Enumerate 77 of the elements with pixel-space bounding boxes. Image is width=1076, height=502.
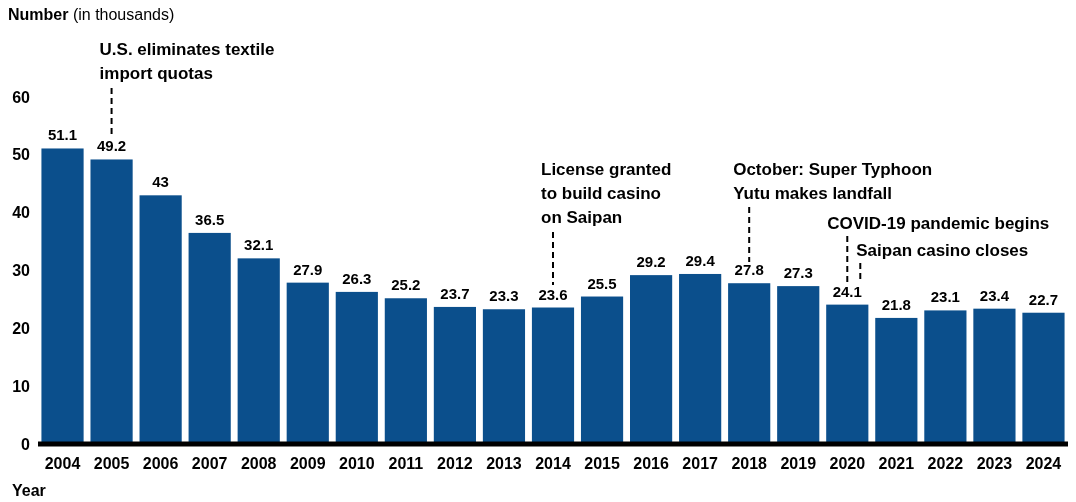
x-tick-label: 2007 xyxy=(191,455,228,472)
bar xyxy=(335,291,378,444)
bar xyxy=(139,195,182,444)
data-label: 24.1 xyxy=(832,282,862,300)
data-label: 27.8 xyxy=(734,261,764,279)
data-label: 32.1 xyxy=(244,236,274,254)
bar xyxy=(384,298,427,444)
y-tick-label: 20 xyxy=(12,319,31,337)
bar xyxy=(531,307,575,444)
bar xyxy=(826,304,869,444)
data-label: 43 xyxy=(152,173,169,191)
annotation: License granted to build casino on Saipan xyxy=(541,160,672,227)
x-tick-label: 2021 xyxy=(878,455,915,472)
data-label: 22.7 xyxy=(1028,290,1059,308)
bar xyxy=(1022,312,1065,444)
data-label: 36.5 xyxy=(195,210,225,228)
x-tick-label: 2008 xyxy=(240,455,277,472)
data-label: 49.2 xyxy=(96,137,127,155)
bar xyxy=(777,286,820,444)
x-tick-label: 2016 xyxy=(633,455,669,472)
annotation: October: Super Typhoon Yutu makes landfall xyxy=(733,160,933,203)
data-label: 25.5 xyxy=(587,274,617,292)
bar xyxy=(237,258,280,444)
y-tick-label: 10 xyxy=(12,377,31,395)
data-label: 23.4 xyxy=(979,286,1010,304)
bar xyxy=(482,309,526,444)
annotation: Saipan casino closes xyxy=(856,241,1029,260)
data-label: 21.8 xyxy=(881,295,911,313)
bar xyxy=(90,159,133,444)
text: U.S. eliminates textile import quotas xyxy=(99,40,275,83)
data-label: 23.1 xyxy=(930,288,960,306)
data-label: 26.3 xyxy=(342,269,372,287)
x-tick-label: 2018 xyxy=(731,455,768,472)
y-tick-label: 30 xyxy=(12,262,31,280)
x-axis-title: Year xyxy=(12,482,46,499)
x-tick-label: 2020 xyxy=(829,455,866,472)
bar xyxy=(630,275,673,444)
data-label: 51.1 xyxy=(47,126,78,144)
x-tick-label: 2009 xyxy=(289,455,326,472)
x-tick-label: 2013 xyxy=(486,455,522,472)
bar xyxy=(875,317,918,444)
data-label: 23.6 xyxy=(538,285,568,303)
data-label: 27.9 xyxy=(293,260,323,278)
annotation: COVID-19 pandemic begins xyxy=(827,214,1050,233)
bar xyxy=(188,232,231,444)
data-label: 25.2 xyxy=(391,276,421,294)
x-tick-label: 2024 xyxy=(1025,455,1062,472)
bar xyxy=(580,296,624,444)
x-tick-label: 2015 xyxy=(584,455,620,472)
x-tick-label: 2011 xyxy=(388,455,424,472)
bar xyxy=(973,308,1016,444)
data-label: 29.2 xyxy=(636,253,666,271)
data-label: 23.7 xyxy=(440,284,470,302)
y-tick-label: 0 xyxy=(21,435,31,453)
x-tick-label: 2022 xyxy=(927,455,964,472)
bar xyxy=(924,310,967,444)
x-tick-label: 2014 xyxy=(535,455,571,472)
y-tick-label: 60 xyxy=(12,88,31,106)
bar xyxy=(679,273,722,444)
x-tick-label: 2017 xyxy=(682,455,719,472)
x-tick-label: 2019 xyxy=(780,455,817,472)
y-tick-label: 40 xyxy=(12,204,31,222)
x-tick-label: 2005 xyxy=(93,455,130,472)
x-tick-label: 2006 xyxy=(142,455,179,472)
y-axis-title: Number (in thousands) xyxy=(8,6,175,23)
x-tick-label: 2004 xyxy=(44,455,81,472)
y-tick-label: 50 xyxy=(12,146,31,164)
x-tick-label: 2012 xyxy=(437,455,473,472)
x-tick-label: 2010 xyxy=(339,455,375,472)
data-label: 23.3 xyxy=(489,287,519,305)
data-label: 29.4 xyxy=(685,251,716,269)
data-label: 27.3 xyxy=(783,264,813,282)
x-tick-label: 2023 xyxy=(976,455,1013,472)
bar xyxy=(728,283,771,444)
bar xyxy=(286,282,329,444)
bar xyxy=(41,148,84,444)
bar xyxy=(433,306,476,444)
